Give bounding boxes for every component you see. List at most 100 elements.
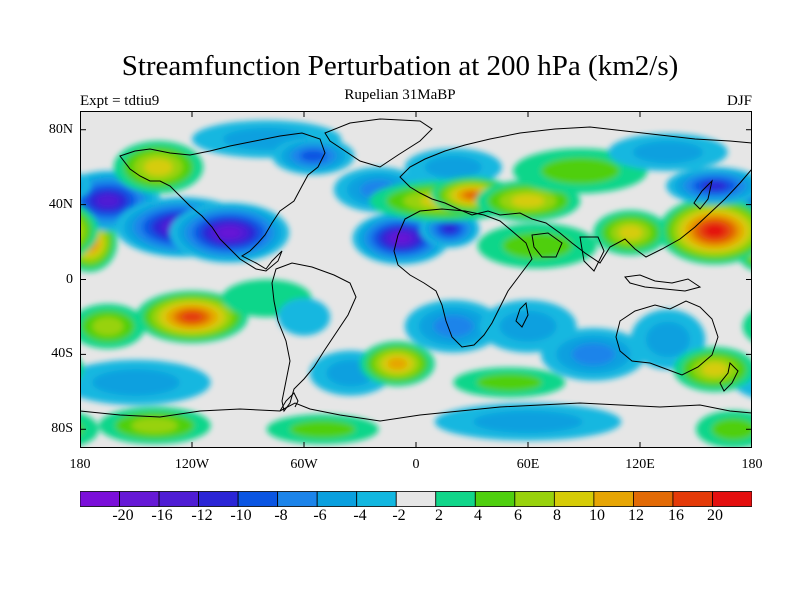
contour-band xyxy=(441,224,458,234)
colorbar-label: -4 xyxy=(353,507,367,524)
colorbar-swatch xyxy=(198,491,239,507)
contour-band xyxy=(387,357,408,370)
contour-band xyxy=(277,298,331,336)
coastline-eurasia xyxy=(399,126,752,264)
contour-band xyxy=(633,141,703,164)
contour-band xyxy=(80,173,92,198)
lon-tick-label: 60W xyxy=(290,457,318,472)
contour-band xyxy=(473,410,583,433)
contour-band xyxy=(218,227,241,239)
lat-tick-label: 40S xyxy=(51,346,73,361)
season-label: DJF xyxy=(726,93,752,109)
lon-tick-label: 180 xyxy=(69,457,91,472)
contour-band xyxy=(499,311,557,342)
colorbar-label: -8 xyxy=(274,507,288,524)
experiment-label: Expt = tdtiu9 xyxy=(80,93,160,109)
lat-tick-label: 80S xyxy=(51,421,73,436)
contour-band xyxy=(701,362,728,377)
contour-band xyxy=(705,225,725,237)
chart-title: Streamfunction Perturbation at 200 hPa (… xyxy=(121,50,679,82)
coastline-indonesia xyxy=(624,274,702,292)
coastline-japan xyxy=(693,179,713,210)
colorbar-swatch xyxy=(316,491,358,507)
colorbar-swatch xyxy=(712,491,752,507)
colorbar-swatch xyxy=(514,491,555,507)
coastline-new-zealand xyxy=(719,361,739,392)
lat-tick-label: 80N xyxy=(48,122,73,137)
contour-band xyxy=(711,418,752,441)
colorbar-label: 2 xyxy=(435,507,443,524)
coastline-greenland xyxy=(324,118,433,168)
colorbar-label: -2 xyxy=(392,507,406,524)
contour-band xyxy=(80,218,86,244)
contour-band xyxy=(80,211,92,251)
coastline-india xyxy=(579,236,605,272)
contour-band xyxy=(300,149,327,162)
colorbar-label: 10 xyxy=(589,507,605,524)
colorbar-swatch xyxy=(237,491,279,507)
colorbar-label: 16 xyxy=(668,507,684,524)
contour-band xyxy=(571,343,615,366)
colorbar-swatch xyxy=(80,491,120,507)
coastline-africa xyxy=(393,208,533,348)
lat-tick-label: 40N xyxy=(48,197,73,212)
contour-band xyxy=(290,420,356,439)
contour-band xyxy=(131,417,178,434)
contour-band xyxy=(541,157,620,185)
lon-tick-label: 120E xyxy=(625,457,655,472)
contour-band xyxy=(144,158,173,176)
contour-band xyxy=(511,194,545,208)
colorbar-label: -10 xyxy=(230,507,252,524)
colorbar-swatch xyxy=(593,491,634,507)
coastline-arabia xyxy=(531,232,563,258)
lon-tick-label: 180 xyxy=(741,457,763,472)
colorbar-label: 20 xyxy=(707,507,723,524)
contour-band xyxy=(181,311,203,322)
lon-tick-label: 120W xyxy=(174,457,210,472)
coastline-south-america xyxy=(271,262,357,413)
chart-subtitle: Rupelian 31MaBP xyxy=(344,87,456,103)
colorbar-label: 6 xyxy=(514,507,522,524)
contour-band xyxy=(96,194,120,208)
contour-band xyxy=(476,373,542,392)
contour-band xyxy=(702,181,728,191)
contour-band xyxy=(425,156,482,179)
colorbar-swatch xyxy=(277,491,318,507)
lon-tick-label: 60E xyxy=(516,457,540,472)
colorbar-swatch xyxy=(119,491,160,507)
colorbar-label: -6 xyxy=(313,507,327,524)
colorbar-label: 4 xyxy=(474,507,482,524)
streamfunction-map xyxy=(80,111,752,448)
coastlines xyxy=(80,118,752,422)
colorbar xyxy=(80,491,752,507)
lon-tick-label: 0 xyxy=(412,457,420,472)
contour-band xyxy=(80,413,99,446)
colorbar-swatch xyxy=(474,491,516,507)
contour-band xyxy=(391,233,411,244)
contour-band xyxy=(463,191,481,200)
colorbar-swatch xyxy=(633,491,674,507)
contour-band xyxy=(742,311,752,342)
axis-ticks xyxy=(80,111,752,448)
colorbar-label: -16 xyxy=(151,507,173,524)
colorbar-swatch xyxy=(158,491,199,507)
coastline-australia xyxy=(615,300,719,376)
contour-band xyxy=(502,232,573,259)
colorbar-swatch xyxy=(356,491,397,507)
contour-band xyxy=(646,321,690,357)
contour-band xyxy=(92,369,180,396)
coastline-north-america xyxy=(119,132,326,272)
colorbar-label: -12 xyxy=(191,507,213,524)
colorbar-swatch xyxy=(553,491,595,507)
coastline-antarctica xyxy=(80,402,752,422)
colorbar-label: 8 xyxy=(553,507,561,524)
contour-band xyxy=(618,225,643,240)
contour-band xyxy=(92,317,124,336)
lat-tick-label: 0 xyxy=(66,272,73,287)
colorbar-label: -20 xyxy=(112,507,134,524)
colorbar-label: 12 xyxy=(628,507,644,524)
contour-band xyxy=(433,315,474,338)
coastline-madagascar xyxy=(515,301,529,328)
colorbar-swatch xyxy=(395,491,437,507)
coastline-antarctic-peninsula xyxy=(279,392,299,412)
